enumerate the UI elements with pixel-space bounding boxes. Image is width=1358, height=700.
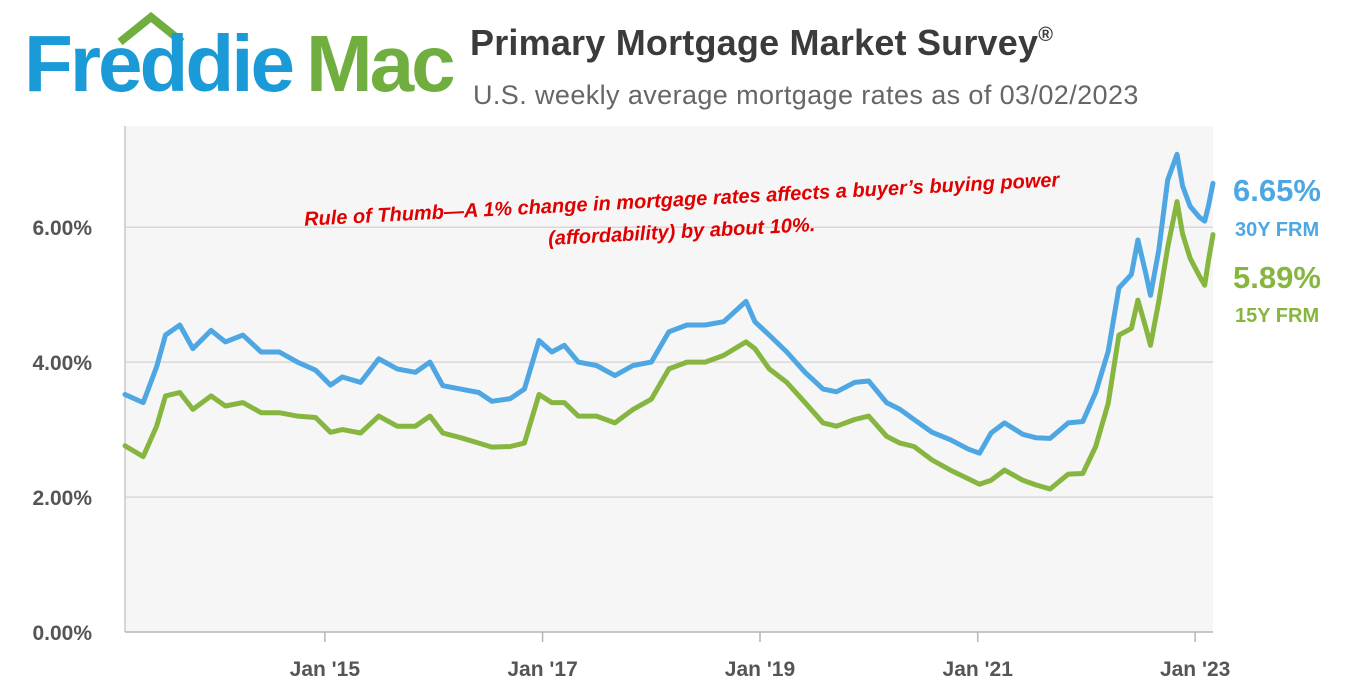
title-text: Primary Mortgage Market Survey [470, 22, 1039, 63]
x-tick-label: Jan '17 [507, 658, 577, 681]
series-end-labels: 6.65% 30Y FRM 5.89% 15Y FRM [1233, 173, 1321, 327]
y-tick-label: 6.00% [32, 217, 92, 240]
x-tick-label: Jan '21 [943, 658, 1014, 681]
end-series-name-label: 15Y FRM [1235, 305, 1319, 327]
logo-wordmark: Freddie Mac [24, 24, 456, 104]
logo-text-mac: Mac [305, 19, 456, 108]
x-tick-label: Jan '19 [725, 658, 795, 681]
page-title: Primary Mortgage Market Survey® [470, 22, 1053, 64]
plot-background [125, 126, 1213, 632]
series-lines [122, 151, 1216, 492]
y-tick-label: 0.00% [32, 622, 92, 645]
page-subtitle: U.S. weekly average mortgage rates as of… [473, 80, 1139, 110]
end-series-name-label: 30Y FRM [1235, 219, 1319, 241]
grid-lines [125, 226, 1213, 498]
logo-text-freddie: Freddie [24, 19, 295, 108]
x-tick-label: Jan '23 [1160, 658, 1230, 681]
x-axis-ticks: Jan '15 Jan '17 Jan '19 Jan '21 Jan '23 [290, 632, 1230, 681]
series-line-30y-frm [122, 151, 1216, 456]
x-tick-label: Jan '15 [290, 658, 361, 681]
registered-mark: ® [1038, 24, 1054, 46]
y-tick-label: 4.00% [32, 352, 92, 375]
end-value-label: 6.65% [1233, 173, 1321, 208]
freddie-mac-logo: Freddie Mac [24, 8, 456, 112]
end-value-label: 5.89% [1233, 260, 1321, 295]
y-axis-ticks: 0.00% 2.00% 4.00% 6.00% [32, 217, 92, 645]
y-tick-label: 2.00% [32, 487, 92, 510]
house-roof-icon [117, 12, 185, 46]
series-line-15y-frm [122, 199, 1216, 492]
